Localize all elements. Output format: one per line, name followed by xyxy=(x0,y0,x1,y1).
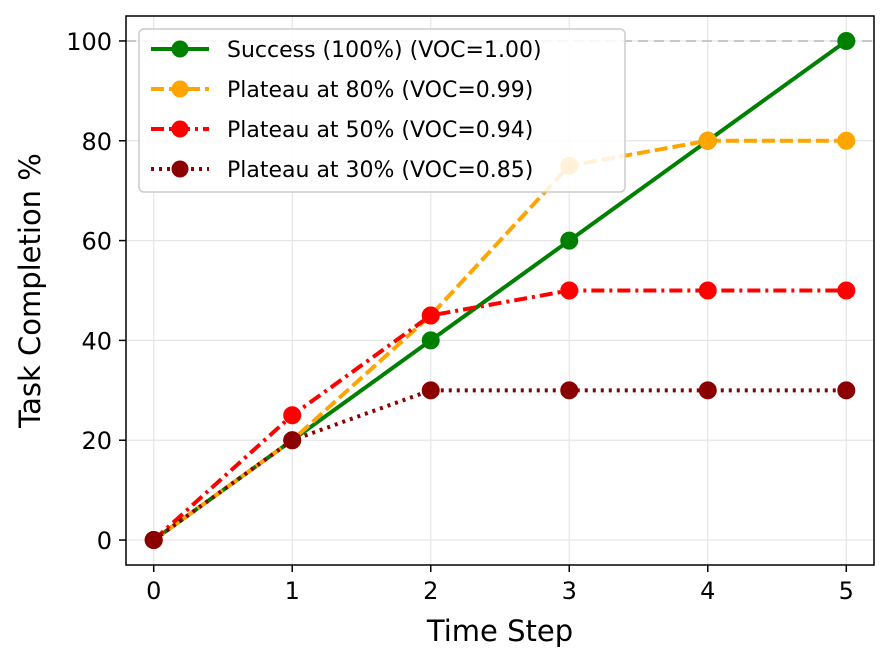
legend-label: Success (100%) (VOC=1.00) xyxy=(227,38,542,63)
y-tick-label: 20 xyxy=(81,427,112,455)
data-point-s3-x5 xyxy=(837,281,856,300)
data-point-s4-x0 xyxy=(144,531,163,550)
data-point-s4-x4 xyxy=(698,381,717,400)
legend-label: Plateau at 30% (VOC=0.85) xyxy=(227,158,533,183)
legend-box xyxy=(138,28,626,193)
plot-frame xyxy=(125,15,875,566)
y-tick-label: 80 xyxy=(81,128,112,156)
legend-label: Plateau at 80% (VOC=0.99) xyxy=(227,78,533,103)
series-line-3 xyxy=(152,288,847,542)
data-point-s4-x2 xyxy=(421,381,440,400)
data-point-s2-x5 xyxy=(837,131,856,150)
y-tick-label: 40 xyxy=(81,327,112,355)
series-line-2 xyxy=(152,138,847,542)
legend-swatch-marker xyxy=(171,80,189,98)
series-line-1 xyxy=(152,39,848,542)
data-point-s4-x5 xyxy=(837,381,856,400)
legend-label: Plateau at 50% (VOC=0.94) xyxy=(227,118,533,143)
series-line-4 xyxy=(152,388,847,542)
x-tick-label: 1 xyxy=(285,577,300,605)
data-point-s3-x4 xyxy=(698,281,717,300)
data-point-s1-x5 xyxy=(837,31,856,50)
data-point-s1-x3 xyxy=(560,231,579,250)
data-point-s3-x3 xyxy=(560,281,579,300)
y-tick-label: 0 xyxy=(97,527,112,555)
series-lines xyxy=(152,39,848,542)
data-point-s4-x3 xyxy=(560,381,579,400)
legend-swatch-marker xyxy=(171,40,189,58)
data-markers xyxy=(144,31,856,550)
y-tick-label: 60 xyxy=(81,228,112,256)
data-point-s1-x2 xyxy=(421,331,440,350)
axis-ticks: 0 1 2 3 4 5 0 20 40 60 80 100 xyxy=(66,28,854,605)
x-tick-label: 2 xyxy=(423,577,438,605)
data-point-s4-x1 xyxy=(283,431,302,450)
legend-swatch-marker xyxy=(171,120,189,138)
data-point-s3-x1 xyxy=(283,406,302,425)
y-axis-title: Task Completion % xyxy=(13,153,47,429)
x-axis-title: Time Step xyxy=(426,614,573,648)
x-tick-label: 5 xyxy=(839,577,854,605)
legend-swatch-marker xyxy=(171,160,189,178)
data-point-s2-x4 xyxy=(698,131,717,150)
data-point-s3-x2 xyxy=(421,306,440,325)
x-tick-label: 3 xyxy=(562,577,577,605)
x-tick-label: 4 xyxy=(700,577,715,605)
y-tick-label: 100 xyxy=(66,28,112,56)
x-tick-label: 0 xyxy=(146,577,161,605)
legend: Success (100%) (VOC=1.00) Plateau at 80% … xyxy=(138,28,626,193)
